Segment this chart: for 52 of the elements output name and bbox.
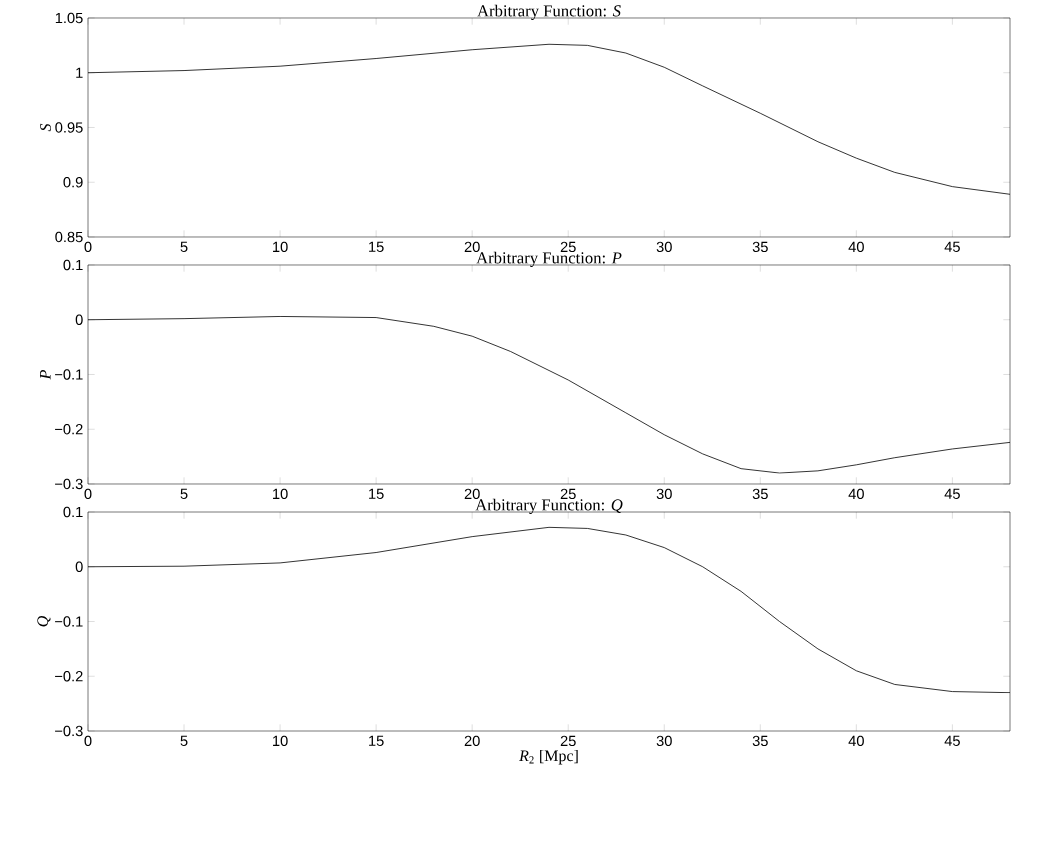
y-tick-label: −0.2 — [55, 424, 83, 435]
x-tick-label: 10 — [273, 488, 288, 500]
x-tick-label: 25 — [560, 488, 576, 500]
x-tick-label: 30 — [656, 241, 672, 253]
x-tick-label: 5 — [180, 488, 188, 499]
y-tick-label: 0 — [75, 314, 83, 325]
y-axis-title: P — [40, 370, 51, 380]
x-tick-label: 30 — [656, 488, 672, 500]
x-tick-label: 15 — [369, 241, 384, 252]
x-tick-label: 35 — [752, 241, 768, 253]
x-tick-label: 5 — [180, 735, 188, 746]
chart-title: Arbitrary Function: S — [477, 4, 621, 20]
y-tick-label: 0.1 — [63, 506, 83, 518]
x-tick-label: 20 — [464, 735, 480, 747]
x-tick-label: 30 — [656, 735, 672, 747]
x-tick-label: 35 — [752, 488, 768, 500]
y-tick-label: 0.9 — [63, 177, 83, 188]
x-tick-label: 15 — [369, 488, 384, 499]
chart-title: Arbitrary Function: P — [476, 251, 622, 267]
y-tick-label: −0.3 — [55, 725, 83, 737]
x-tick-label: 45 — [944, 488, 960, 499]
x-tick-label: 10 — [273, 735, 288, 747]
y-tick-label: 0.85 — [55, 231, 83, 243]
y-tick-label: 0 — [75, 561, 83, 572]
x-tick-label: 45 — [944, 241, 960, 252]
x-tick-label: 40 — [848, 488, 864, 500]
x-tick-label: 10 — [273, 241, 288, 253]
x-tick-label: 0 — [84, 241, 92, 253]
y-tick-label: −0.2 — [55, 671, 83, 682]
x-tick-label: 20 — [464, 488, 480, 500]
x-tick-label: 45 — [944, 735, 960, 746]
y-tick-label: 1 — [76, 67, 83, 78]
chart-title: Arbitrary Function: Q — [475, 498, 623, 514]
y-axis-title: S — [40, 123, 51, 132]
y-tick-label: −0.3 — [55, 478, 83, 490]
y-tick-label: −0.1 — [55, 616, 83, 627]
x-axis-title: R$_{2}$ [Mpc] — [519, 749, 578, 765]
y-tick-label: 0.1 — [63, 259, 83, 271]
x-tick-label: 40 — [848, 735, 864, 747]
x-tick-label: 15 — [369, 735, 384, 746]
x-tick-label: 25 — [560, 735, 576, 747]
x-tick-label: 35 — [752, 735, 768, 747]
x-tick-label: 5 — [180, 241, 188, 252]
x-tick-label: 40 — [848, 241, 864, 253]
y-axis-title: Q — [37, 616, 51, 627]
x-tick-label: 25 — [560, 241, 576, 253]
x-tick-label: 20 — [464, 241, 480, 253]
y-tick-label: 0.95 — [55, 122, 83, 133]
x-tick-label: 0 — [84, 488, 92, 500]
x-tick-label: 0 — [84, 735, 92, 747]
y-tick-label: −0.1 — [55, 369, 83, 380]
y-tick-label: 1.05 — [55, 12, 83, 24]
